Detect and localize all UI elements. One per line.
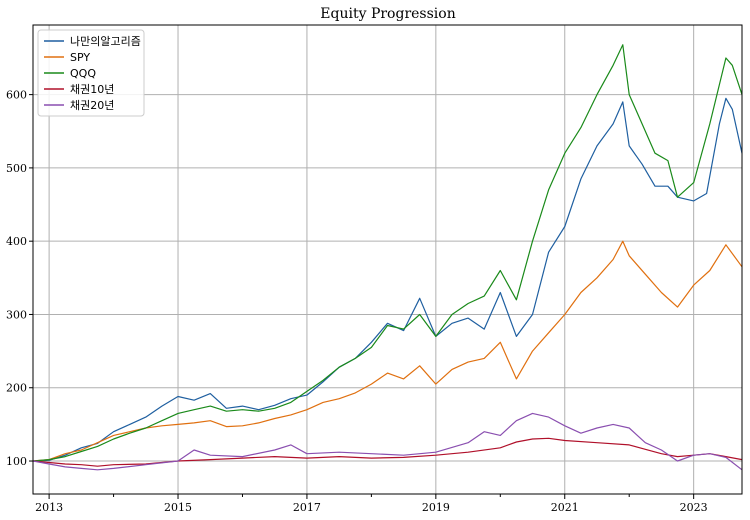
x-tick-label: 2021 xyxy=(551,501,579,514)
series-line-4 xyxy=(32,412,743,471)
x-tick-label: 2015 xyxy=(164,501,192,514)
series-lines xyxy=(32,44,743,471)
series-line-3 xyxy=(32,437,743,467)
legend-label: SPY xyxy=(70,51,90,64)
legend-label: 채권10년 xyxy=(70,83,114,96)
legend-box xyxy=(37,29,145,117)
chart-title: Equity Progression xyxy=(320,6,455,22)
legend-label: QQQ xyxy=(70,67,96,80)
x-tick-label: 2013 xyxy=(35,501,63,514)
legend-label: 나만의알고리즘 xyxy=(70,34,141,48)
axes: 2013 2015 2017 2019 2021 2023 100 200 300 400 500 6… xyxy=(6,89,708,514)
plot-frame xyxy=(32,24,743,495)
x-tick-label: 2019 xyxy=(422,501,450,514)
y-tick-label: 200 xyxy=(6,382,27,395)
series-line-0 xyxy=(32,97,743,462)
y-tick-label: 600 xyxy=(6,89,27,102)
series-line-2 xyxy=(32,44,743,462)
series-line-1 xyxy=(32,240,743,462)
x-tick-label: 2023 xyxy=(680,501,708,514)
grid xyxy=(33,25,742,494)
y-tick-label: 400 xyxy=(6,235,27,248)
y-tick-label: 100 xyxy=(6,455,27,468)
y-tick-label: 500 xyxy=(6,162,27,175)
y-tick-label: 300 xyxy=(6,308,27,321)
legend-label: 채권20년 xyxy=(70,99,114,112)
x-tick-label: 2017 xyxy=(293,501,321,514)
